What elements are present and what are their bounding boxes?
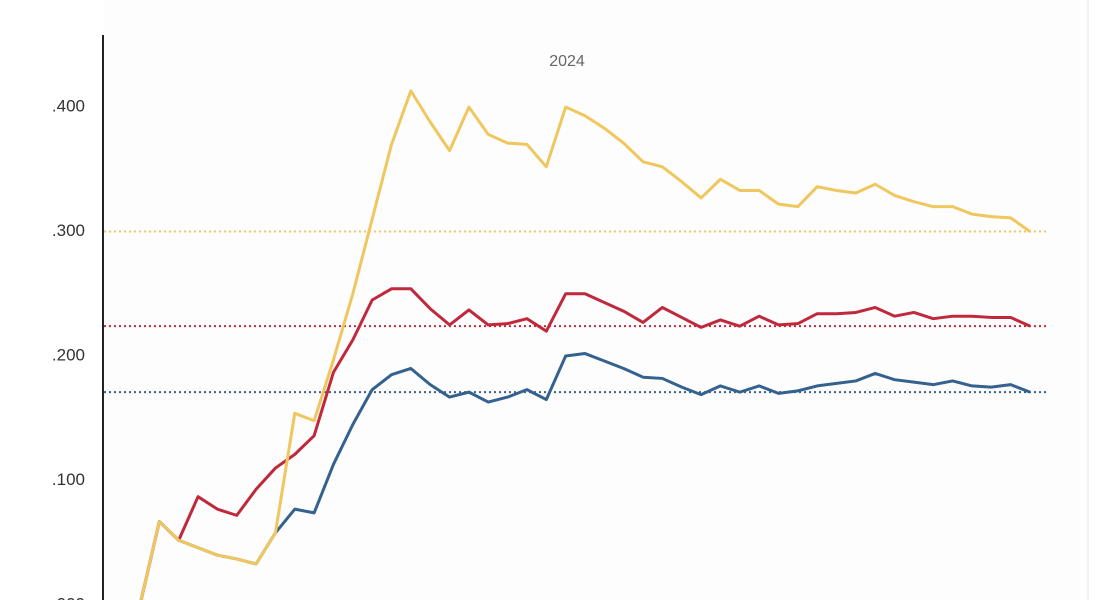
y-tick-label: .400 bbox=[52, 97, 85, 116]
series-line bbox=[139, 89, 1031, 600]
y-tick-label: .200 bbox=[52, 346, 85, 365]
y-tick-label: .000 bbox=[52, 594, 85, 600]
series-line bbox=[139, 352, 1031, 600]
chart-title: 2024 bbox=[549, 53, 585, 70]
y-tick-label: .100 bbox=[52, 470, 85, 489]
y-tick-label: .300 bbox=[52, 221, 85, 240]
